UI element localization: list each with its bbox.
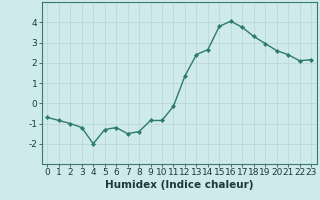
X-axis label: Humidex (Indice chaleur): Humidex (Indice chaleur) [105,180,253,190]
